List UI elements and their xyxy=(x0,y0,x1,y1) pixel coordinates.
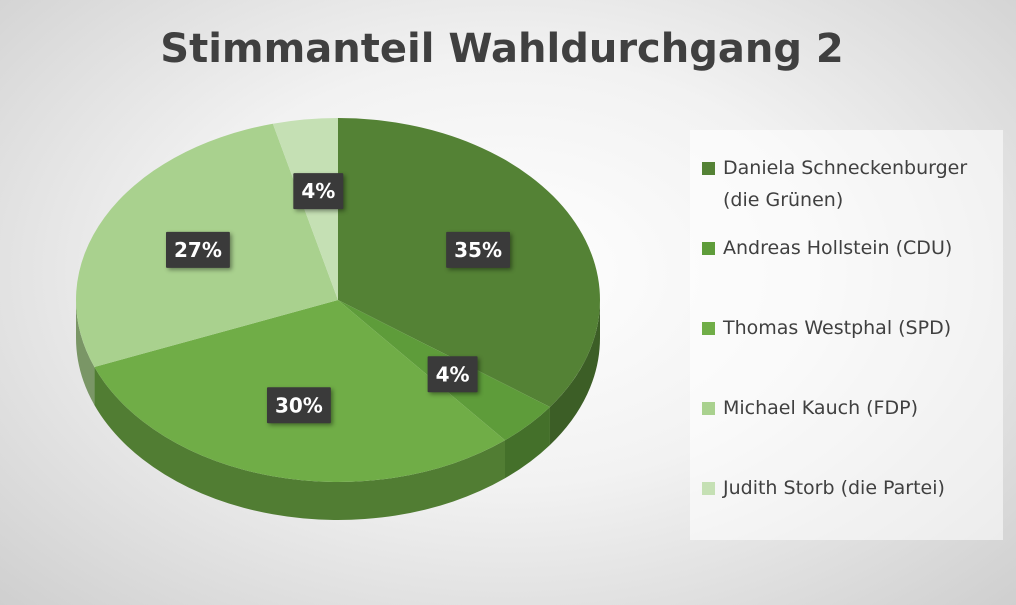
pie-side xyxy=(505,406,550,479)
legend-item: Judith Storb (die Partei) xyxy=(702,472,993,552)
data-label: 4% xyxy=(436,362,470,386)
legend-item: Michael Kauch (FDP) xyxy=(702,392,993,472)
pie-side xyxy=(94,366,506,520)
data-label: 35% xyxy=(454,238,502,262)
legend-label: Andreas Hollstein (CDU) xyxy=(723,237,953,259)
legend-label: Michael Kauch (FDP) xyxy=(723,397,918,419)
pie-side xyxy=(549,300,600,445)
legend-label: Daniela Schneckenburger (die Grünen) xyxy=(723,157,968,211)
legend-swatch xyxy=(702,162,715,175)
legend-item: Daniela Schneckenburger (die Grünen) xyxy=(702,152,993,232)
data-label: 4% xyxy=(301,179,335,203)
pie-side xyxy=(76,300,95,405)
label-box xyxy=(266,387,331,424)
label-box xyxy=(293,173,344,210)
legend-label: Judith Storb (die Partei) xyxy=(723,477,945,499)
data-label: 27% xyxy=(174,238,222,262)
legend-swatch xyxy=(702,482,715,495)
label-box xyxy=(165,231,230,268)
chart-title: Stimmanteil Wahldurchgang 2 xyxy=(160,26,843,72)
legend-item: Thomas Westphal (SPD) xyxy=(702,312,993,392)
legend-label: Thomas Westphal (SPD) xyxy=(723,317,952,339)
data-label: 30% xyxy=(275,393,323,417)
pie-sides xyxy=(76,300,600,520)
legend-swatch xyxy=(702,242,715,255)
legend-swatch xyxy=(702,402,715,415)
label-box xyxy=(446,231,511,268)
legend: Daniela Schneckenburger (die Grünen) Andr… xyxy=(690,130,1003,540)
legend-swatch xyxy=(702,322,715,335)
legend-item: Andreas Hollstein (CDU) xyxy=(702,232,993,312)
label-box xyxy=(427,356,478,393)
